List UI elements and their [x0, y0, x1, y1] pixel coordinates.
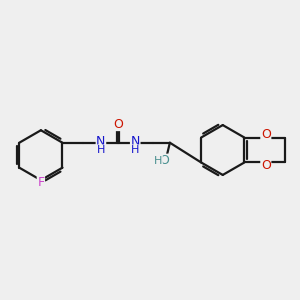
Text: H: H	[154, 156, 162, 166]
Text: H: H	[131, 145, 140, 155]
Text: O: O	[261, 159, 271, 172]
Text: N: N	[130, 135, 140, 148]
Text: F: F	[37, 176, 44, 189]
Text: N: N	[96, 135, 106, 148]
Text: O: O	[113, 118, 123, 130]
Text: O: O	[261, 128, 271, 141]
Text: H: H	[97, 145, 105, 155]
Text: O: O	[159, 154, 169, 167]
